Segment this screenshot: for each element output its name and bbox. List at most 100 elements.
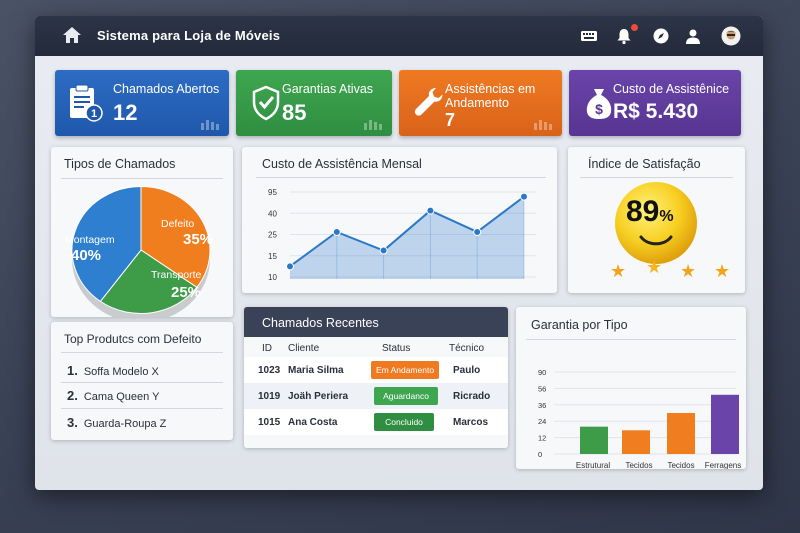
panel-title: Garantia por Tipo — [531, 318, 628, 332]
panel-satisfaction: Índice de Satisfação 89% ★ ★ ★ ★ — [568, 147, 745, 293]
pie-slice[interactable] — [140, 186, 211, 288]
list-label: Soffa Modelo X — [83, 366, 159, 378]
data-point[interactable] — [286, 262, 294, 271]
home-icon[interactable] — [61, 25, 83, 45]
y-tick-label: 12 — [538, 434, 546, 443]
line-chart: 95 40 25 15 10 Jan Fev Mar Abr Aid Mai — [268, 188, 536, 293]
bar-chart: 90 56 36 24 12 0 Estrutural Tecidos Tecidos Ferra… — [538, 368, 741, 469]
pie-slice-label: Transporte — [151, 269, 202, 281]
list-item[interactable]: 3. Guarda-Roupa Z — [67, 415, 166, 430]
y-tick-label: 24 — [538, 417, 546, 426]
data-point[interactable] — [473, 227, 482, 236]
compass-icon[interactable] — [652, 27, 670, 45]
keyboard-icon[interactable] — [580, 27, 598, 45]
list-rank: 3. — [67, 415, 78, 430]
data-point[interactable] — [520, 192, 528, 201]
kpi-label: Custo de Assistênice — [613, 82, 730, 96]
column-header-id[interactable]: ID — [262, 343, 272, 354]
kpi-label: Assistências em Andamento — [445, 82, 536, 110]
pie-slice-percent: 25% — [171, 284, 201, 301]
data-point[interactable] — [332, 227, 341, 236]
svg-text:$: $ — [595, 101, 603, 117]
panel-recent-calls: Chamados Recentes ID Cliente Status Técn… — [244, 307, 508, 448]
kpi-value: 85 — [282, 100, 307, 125]
user-icon[interactable] — [684, 27, 702, 45]
smiley-face-icon — [615, 182, 697, 264]
bar[interactable] — [711, 394, 739, 454]
cell-id: 1023 — [258, 365, 281, 376]
avatar[interactable] — [721, 26, 741, 46]
x-tick-label: Tecidos — [625, 461, 652, 469]
kpi-card-in-progress[interactable]: Assistências em Andamento 7 — [399, 70, 562, 136]
satisfaction-value: 89% — [626, 195, 674, 229]
x-tick-label: Aid — [471, 291, 484, 293]
x-tick-label: Mar — [376, 291, 391, 293]
pie-slice[interactable] — [71, 186, 142, 303]
status-badge: Concluido — [374, 413, 434, 431]
table-row[interactable]: 1015 Ana Costa Concluido Marcos — [244, 409, 508, 435]
bar[interactable] — [667, 413, 695, 454]
money-bag-icon: $ — [586, 89, 612, 119]
list-item[interactable]: 1. Soffa Modelo X — [67, 363, 159, 378]
panel-title: Tipos de Chamados — [64, 157, 176, 171]
cell-client: Ana Costa — [288, 417, 338, 428]
column-header-tech[interactable]: Técnico — [449, 343, 485, 354]
list-label: Cama Queen Y — [83, 391, 160, 403]
dashboard-window: Sistema para Loja de Móveis — [35, 16, 763, 490]
x-tick-label: Abr — [424, 291, 437, 293]
clipboard-icon: 1 — [70, 84, 103, 122]
status-badge: Aguardanco — [374, 387, 438, 405]
pie-slice-percent: 40% — [71, 247, 101, 264]
cell-client: Joäh Periera — [288, 391, 349, 402]
wrench-icon — [414, 88, 443, 116]
mini-bars-icon — [534, 120, 552, 130]
bell-icon[interactable] — [615, 27, 633, 45]
kpi-label: Chamados Abertos — [113, 82, 220, 96]
list-rank: 1. — [67, 363, 78, 378]
panel-call-types: Tipos de Chamados Defeito 35% Transporte 25… — [51, 147, 233, 317]
y-tick-label: 56 — [538, 384, 546, 393]
list-rank: 2. — [67, 388, 78, 403]
panel-title: Chamados Recentes — [262, 316, 379, 330]
bar[interactable] — [622, 430, 650, 454]
mini-bars-icon — [201, 120, 219, 130]
mini-bars-icon — [364, 120, 382, 130]
panel-title: Custo de Assistência Mensal — [262, 157, 422, 171]
cell-id: 1019 — [258, 391, 281, 402]
kpi-card-assistance-cost[interactable]: $ Custo de Assistênice R$ 5.430 — [569, 70, 741, 136]
x-tick-label: Jan — [283, 291, 297, 293]
kpi-value: R$ 5.430 — [613, 100, 699, 123]
x-tick-label: Mai — [517, 291, 531, 293]
list-label: Guarda-Roupa Z — [83, 418, 167, 430]
table-row[interactable]: 1019 Joäh Periera Aguardanco Ricrado — [244, 383, 508, 409]
x-tick-label: Fev — [330, 291, 345, 293]
pie-slice-label: Montagem — [65, 234, 115, 246]
kpi-value: 7 — [445, 110, 456, 130]
panel-monthly-cost: Custo de Assistência Mensal 95 40 25 15 10 Ja… — [242, 147, 557, 293]
panel-top-products: Top Produtcs com Defeito 1. Soffa Modelo … — [51, 322, 233, 440]
top-bar: Sistema para Loja de Móveis — [35, 16, 763, 56]
x-tick-label: Tecidos — [667, 461, 694, 469]
cell-tech: Paulo — [453, 365, 481, 376]
cell-tech: Marcos — [453, 417, 489, 428]
data-point[interactable] — [426, 206, 435, 215]
list-item[interactable]: 2. Cama Queen Y — [67, 388, 159, 403]
satisfaction-unit: % — [659, 208, 674, 225]
app-title: Sistema para Loja de Móveis — [97, 28, 281, 43]
status-badge: Em Andamento — [371, 361, 439, 379]
table-row[interactable]: 1023 Maria Silma Em Andamento Paulo — [244, 357, 508, 383]
star-icon: ★ — [646, 257, 663, 277]
kpi-card-active-warranties[interactable]: Garantias Ativas 85 — [236, 70, 392, 136]
kpi-label: Garantias Ativas — [282, 82, 374, 96]
kpi-value: 12 — [113, 100, 138, 125]
pie-slice[interactable] — [99, 249, 198, 314]
cell-id: 1015 — [258, 417, 281, 428]
column-header-client[interactable]: Cliente — [288, 343, 320, 354]
star-icon: ★ — [714, 261, 731, 281]
kpi-card-open-calls[interactable]: 1 Chamados Abertos 12 — [55, 70, 229, 136]
series-line — [289, 195, 525, 268]
y-tick-label: 10 — [268, 273, 277, 282]
column-header-status[interactable]: Status — [382, 343, 411, 354]
data-point[interactable] — [379, 246, 388, 255]
bar[interactable] — [580, 426, 608, 454]
